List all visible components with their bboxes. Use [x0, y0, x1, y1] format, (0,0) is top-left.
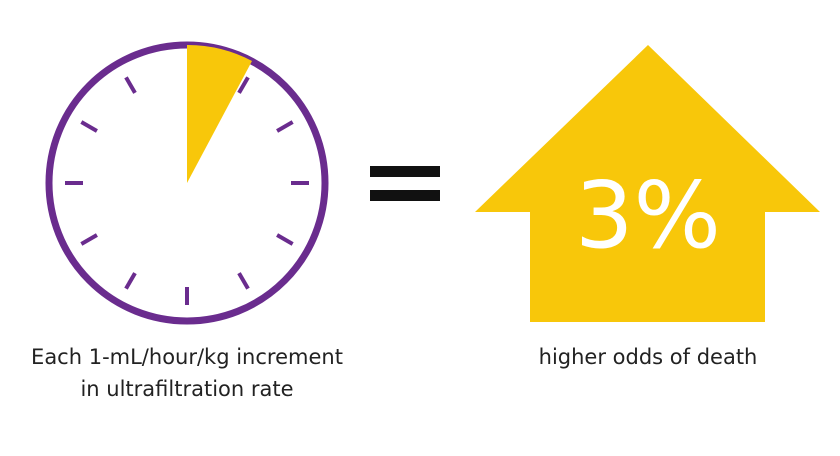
- equals-bar: [370, 166, 440, 177]
- equals-sign: [370, 166, 440, 201]
- caption-line: Each 1-mL/hour/kg increment: [31, 345, 343, 369]
- result-caption: higher odds of death: [539, 345, 758, 369]
- clock-tick: [124, 76, 137, 94]
- clock-tick: [80, 120, 98, 133]
- clock-tick: [276, 233, 294, 246]
- clock-wedge: [187, 44, 252, 184]
- up-arrow: [475, 45, 820, 322]
- clock: [45, 41, 329, 325]
- clock-tick: [124, 272, 137, 290]
- caption-line: in ultrafiltration rate: [80, 377, 293, 401]
- result-value: 3%: [575, 162, 721, 269]
- clock-tick: [237, 272, 250, 290]
- clock-tick: [276, 120, 294, 133]
- clock-tick: [237, 76, 250, 94]
- clock-tick: [80, 233, 98, 246]
- equals-bar: [370, 190, 440, 201]
